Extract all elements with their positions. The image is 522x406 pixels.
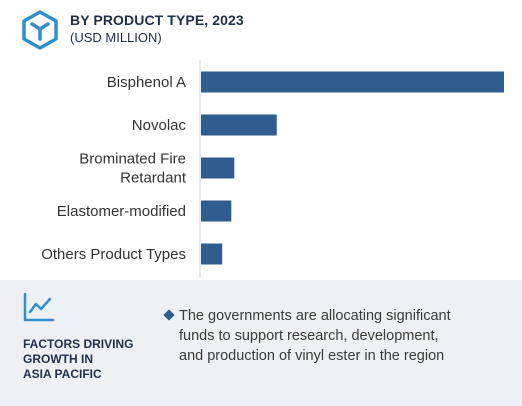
bar — [201, 114, 277, 136]
category-label: Novolac — [132, 117, 187, 134]
category-label: Bisphenol A — [107, 74, 186, 91]
factor-line: and production of vinyl ester in the reg… — [179, 348, 445, 364]
category-label: Others Product Types — [41, 246, 186, 263]
category-label: Elastomer-modified — [57, 203, 186, 220]
growth-factors-panel: FACTORS DRIVING GROWTH IN ASIA PACIFIC T… — [0, 280, 522, 406]
bar-chart: Bisphenol A Novolac Brominated Fire Retarda… — [41, 60, 504, 278]
category-label: Brominated Fire — [79, 151, 186, 168]
chart-header: BY PRODUCT TYPE, 2023 (USD MILLION) — [0, 0, 522, 60]
factors-line: GROWTH IN — [23, 352, 93, 366]
bar — [201, 157, 235, 179]
chart-subtitle: (USD MILLION) — [70, 30, 162, 45]
diamond-bullet-icon — [163, 309, 175, 321]
factor-line: The governments are allocating significa… — [179, 308, 451, 324]
bar — [201, 243, 223, 265]
trend-line-icon — [23, 292, 55, 322]
bar — [201, 71, 504, 93]
bar — [201, 200, 232, 222]
factor-line: funds to support research, development, — [179, 328, 439, 344]
hexagon-cube-icon — [22, 10, 58, 50]
factor-text: The governments are allocating significa… — [179, 306, 509, 366]
category-label: Retardant — [120, 170, 187, 187]
factors-line: FACTORS DRIVING — [23, 337, 134, 351]
chart-title: BY PRODUCT TYPE, 2023 — [70, 12, 244, 28]
factors-heading: FACTORS DRIVING GROWTH IN ASIA PACIFIC — [23, 337, 153, 382]
factors-line: ASIA PACIFIC — [23, 367, 102, 381]
